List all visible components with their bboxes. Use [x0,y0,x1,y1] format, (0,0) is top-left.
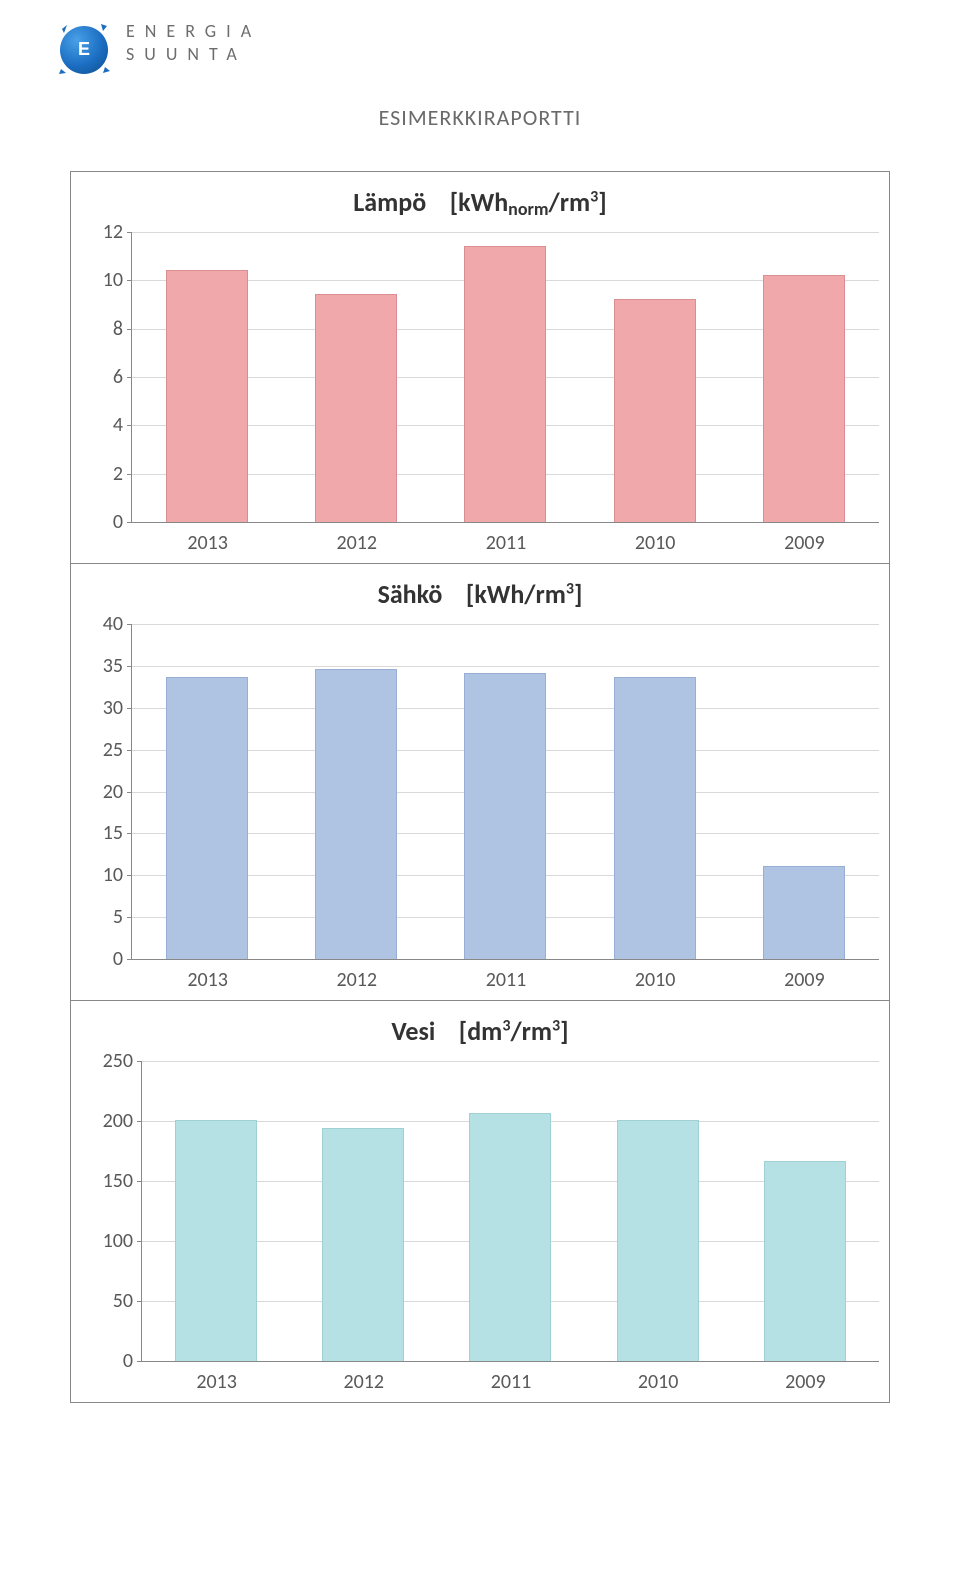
plot-wrap: 4035302520151050 [81,624,879,960]
y-axis: 121086420 [81,232,131,522]
x-tick-label: 2012 [317,968,397,992]
y-tick [127,959,132,960]
page: E ENERGIA SUUNTA ESIMERKKIRAPORTTI Lämpö… [0,0,960,1590]
brand-line2: SUUNTA [126,43,261,66]
x-tick-label: 2009 [764,531,844,555]
x-tick-label: 2011 [466,531,546,555]
bar [614,677,696,959]
y-tick [137,1361,142,1362]
bar [763,866,845,959]
chart-1: Sähkö [kWh/rm3]4035302520151050201320122… [70,563,890,1001]
y-tick [127,522,132,523]
x-tick-label: 2009 [765,1370,845,1394]
bars [132,624,879,959]
bar [175,1120,257,1361]
x-tick-label: 2012 [324,1370,404,1394]
x-tick-label: 2010 [615,531,695,555]
x-tick-label: 2011 [471,1370,551,1394]
bars [132,232,879,522]
brand-text: ENERGIA SUUNTA [126,20,261,67]
x-axis: 2013 2012 2011 2010 2009 [81,968,879,992]
x-tick-label: 2009 [764,968,844,992]
plot-area [131,232,879,523]
bar [763,275,845,523]
charts-container: Lämpö [kWhnorm/rm3] 121086420 2013 2012 2011… [70,171,890,1403]
bar [166,270,248,522]
x-axis: 2013 2012 2011 2010 2009 [81,531,879,555]
bar [315,669,397,959]
x-tick-label: 2013 [168,968,248,992]
header: E ENERGIA SUUNTA [60,20,900,74]
chart-title: Sähkö [kWh/rm3] [81,578,879,610]
chart-0: Lämpö [kWhnorm/rm3] 121086420 2013 2012 2011… [70,171,890,564]
bar [469,1113,551,1361]
x-axis: 2013 2012 2011 2010 2009 [81,1370,879,1394]
bar [617,1120,699,1361]
plot-area [131,624,879,960]
brand-line1: ENERGIA [126,20,261,43]
bar [464,246,546,523]
y-axis: 250200150100500 [81,1061,141,1361]
x-tick-label: 2013 [168,531,248,555]
chart-title: Vesi [dm3/rm3] [81,1015,879,1047]
plot-wrap: 250200150100500 [81,1061,879,1362]
x-tick-label: 2012 [317,531,397,555]
chart-2: Vesi [dm3/rm3]25020015010050020132012201… [70,1000,890,1403]
bar [322,1128,404,1361]
x-tick-label: 2010 [615,968,695,992]
page-title: ESIMERKKIRAPORTTI [60,104,900,131]
bars [142,1061,879,1361]
y-axis: 4035302520151050 [81,624,131,959]
logo-letter: E [78,39,90,60]
plot-wrap: 121086420 [81,232,879,523]
chart-title: Lämpö [kWhnorm/rm3] [81,186,879,218]
x-tick-label: 2010 [618,1370,698,1394]
bar [464,673,546,959]
plot-area [141,1061,879,1362]
x-tick-label: 2013 [177,1370,257,1394]
bar [614,299,696,522]
x-tick-label: 2011 [466,968,546,992]
bar [315,294,397,522]
bar [166,677,248,959]
logo-icon: E [60,26,108,74]
bar [764,1161,846,1361]
